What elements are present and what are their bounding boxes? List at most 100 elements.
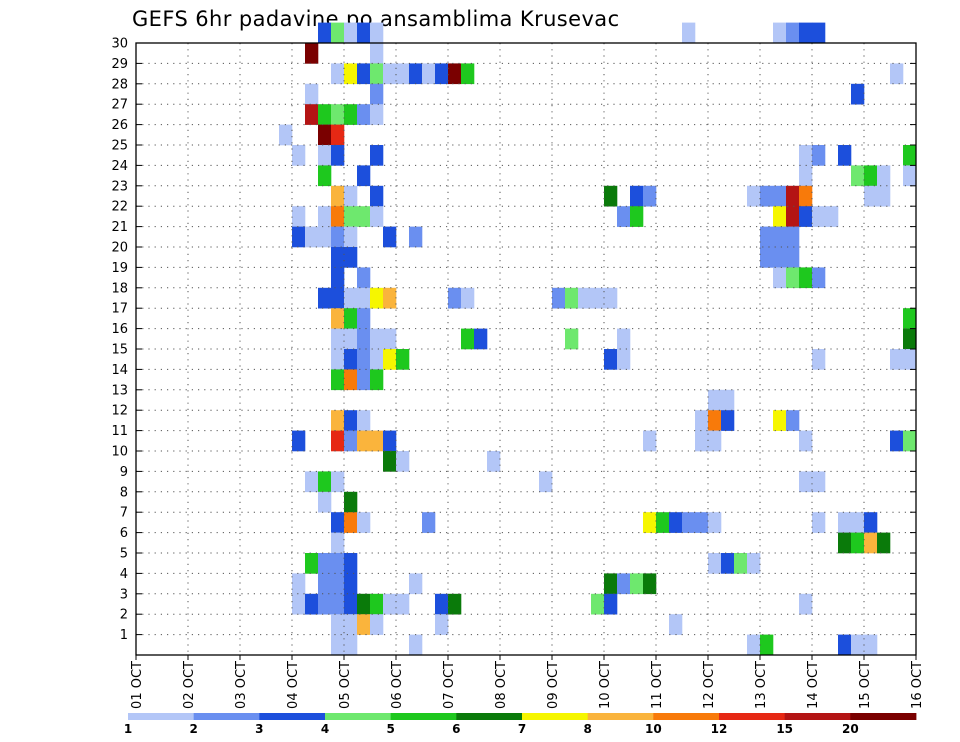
heatmap-cell [344, 206, 358, 227]
heatmap-cell [344, 614, 358, 635]
heatmap-cell [370, 145, 384, 166]
heatmap-cell [773, 247, 787, 268]
y-tick-label: 5 [120, 547, 128, 562]
heatmap-cell [396, 451, 410, 472]
heatmap-cell [357, 267, 371, 289]
y-tick-label: 15 [111, 343, 128, 358]
heatmap-cell [851, 532, 865, 554]
heatmap-cell [799, 185, 813, 207]
heatmap-cell [370, 614, 384, 635]
heatmap-cell [357, 430, 371, 452]
heatmap-cell [279, 124, 293, 146]
heatmap-cell [708, 553, 722, 574]
colorbar-label: 10 [645, 722, 662, 736]
heatmap-cell [552, 287, 566, 309]
heatmap-cell [877, 165, 891, 187]
heatmap-cell [357, 22, 371, 44]
y-tick-label: 18 [111, 281, 128, 296]
heatmap-cell [344, 573, 358, 595]
heatmap-cell [396, 349, 410, 370]
heatmap-cell [591, 593, 605, 615]
heatmap-cell [318, 287, 332, 309]
heatmap-cell [461, 63, 475, 85]
heatmap-cell [825, 206, 839, 227]
heatmap-cell [643, 512, 657, 533]
heatmap-cell [747, 634, 761, 656]
heatmap-cell [357, 369, 371, 391]
y-tick-label: 14 [111, 363, 128, 378]
heatmap-cell [383, 226, 397, 248]
colorbar-label: 20 [842, 722, 859, 736]
heatmap-cell [422, 63, 436, 85]
heatmap-cell [331, 22, 345, 44]
heatmap-cell [864, 532, 878, 554]
heatmap-cell [318, 593, 332, 615]
heatmap-cell [318, 471, 332, 493]
heatmap-cell [864, 185, 878, 207]
cells-layer [279, 22, 917, 656]
heatmap-cell [786, 22, 800, 44]
heatmap-cell [331, 206, 345, 227]
heatmap-cell [370, 430, 384, 452]
colorbar-swatch [653, 713, 720, 720]
heatmap-cell [630, 573, 644, 595]
heatmap-cell [838, 634, 852, 656]
x-tick-label: 16 OCT [910, 661, 925, 709]
heatmap-cell [318, 104, 332, 125]
heatmap-cell [357, 349, 371, 370]
heatmap-cell [604, 349, 618, 370]
y-tick-label: 20 [111, 241, 128, 256]
heatmap-cell [331, 614, 345, 635]
heatmap-cell [305, 104, 319, 125]
heatmap-cell [812, 512, 826, 533]
heatmap-cell [838, 532, 852, 554]
heatmap-cell [318, 553, 332, 574]
colorbar-label: 12 [711, 722, 728, 736]
heatmap-cell [331, 593, 345, 615]
heatmap-cell [331, 553, 345, 574]
heatmap-cell [799, 165, 813, 187]
heatmap-cell [721, 389, 735, 411]
heatmap-cell [760, 185, 774, 207]
heatmap-cell [565, 328, 579, 350]
heatmap-cell [669, 614, 683, 635]
heatmap-cell [877, 185, 891, 207]
heatmap-cell [383, 328, 397, 350]
x-tick-label: 09 OCT [546, 661, 561, 709]
heatmap-cell [370, 349, 384, 370]
heatmap-cell [318, 573, 332, 595]
colorbar-label: 8 [583, 722, 591, 736]
heatmap-cell [344, 430, 358, 452]
heatmap-cell [812, 145, 826, 166]
heatmap-cell [708, 410, 722, 431]
heatmap-cell [461, 328, 475, 350]
heatmap-cell [292, 593, 306, 615]
heatmap-cell [344, 22, 358, 44]
heatmap-cell [799, 22, 813, 44]
heatmap-cell [318, 165, 332, 187]
heatmap-cell [357, 287, 371, 309]
heatmap-cell [318, 22, 332, 44]
heatmap-cell [604, 573, 618, 595]
heatmap-cell [851, 83, 865, 105]
x-tick-label: 13 OCT [754, 661, 769, 709]
heatmap-cell [292, 226, 306, 248]
heatmap-cell [331, 63, 345, 85]
heatmap-cell [617, 328, 631, 350]
heatmap-cell [383, 593, 397, 615]
heatmap-cell [799, 267, 813, 289]
heatmap-cell [695, 512, 709, 533]
heatmap-cell [331, 532, 345, 554]
heatmap-cell [344, 185, 358, 207]
heatmap-cell [383, 451, 397, 472]
heatmap-cell [448, 593, 462, 615]
heatmap-cell [344, 512, 358, 533]
heatmap-cell [812, 349, 826, 370]
heatmap-cell [864, 165, 878, 187]
heatmap-cell [604, 593, 618, 615]
heatmap-cell [747, 553, 761, 574]
heatmap-cell [890, 349, 904, 370]
heatmap-cell [318, 491, 332, 513]
y-tick-label: 8 [120, 485, 128, 500]
heatmap-cell [357, 308, 371, 329]
